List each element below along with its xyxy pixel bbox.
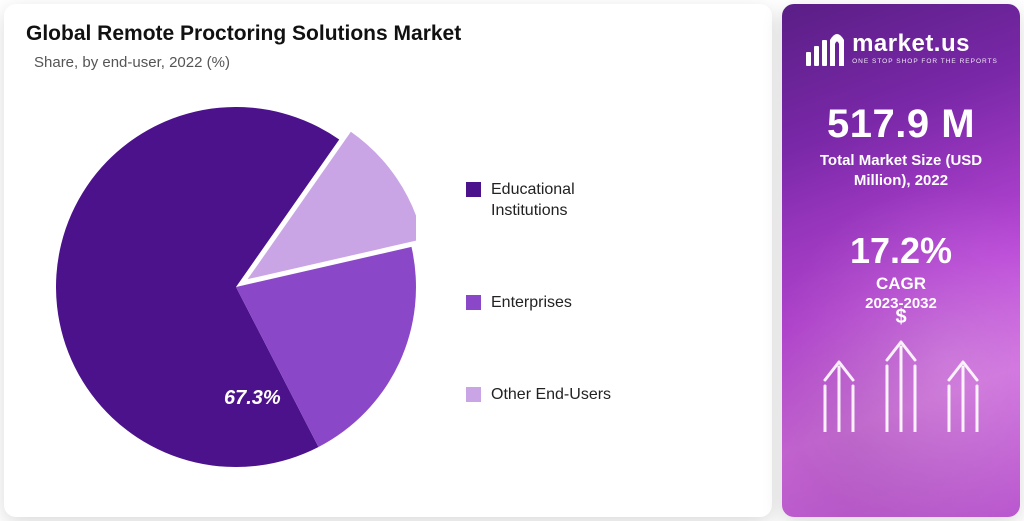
legend-swatch xyxy=(466,387,481,402)
up-arrows-graphic: $ xyxy=(801,312,1001,432)
pie-chart: 67.3% xyxy=(56,107,416,467)
stat-market-size: 517.9 M Total Market Size (USD Million),… xyxy=(796,102,1006,192)
chart-subtitle: Share, by end-user, 2022 (%) xyxy=(34,54,750,71)
chart-area: 67.3% Educational Institutions Enterprise… xyxy=(26,71,750,503)
legend-swatch xyxy=(466,295,481,310)
brand-logo: market.us ONE STOP SHOP FOR THE REPORTS xyxy=(804,32,998,66)
stat-cagr-value: 17.2% xyxy=(850,230,952,272)
stat-market-size-value: 517.9 M xyxy=(796,102,1006,147)
brand-tagline: ONE STOP SHOP FOR THE REPORTS xyxy=(852,59,998,66)
side-panel: market.us ONE STOP SHOP FOR THE REPORTS … xyxy=(782,4,1020,517)
legend-item: Educational Institutions xyxy=(466,179,641,222)
stat-cagr: 17.2% CAGR 2023-2032 xyxy=(850,230,952,312)
chart-panel: Global Remote Proctoring Solutions Marke… xyxy=(4,4,772,517)
pie-highlight-label: 67.3% xyxy=(224,387,281,410)
chart-title: Global Remote Proctoring Solutions Marke… xyxy=(26,22,750,46)
brand-mark-icon xyxy=(804,32,844,66)
dollar-icon: $ xyxy=(895,306,906,329)
stat-market-size-label: Total Market Size (USD Million), 2022 xyxy=(796,151,1006,192)
legend-swatch xyxy=(466,182,481,197)
legend-label: Other End-Users xyxy=(491,384,611,406)
stat-cagr-label1: CAGR xyxy=(850,274,952,294)
brand-name: market.us xyxy=(852,32,970,56)
legend-label: Educational Institutions xyxy=(491,179,641,222)
legend-item: Other End-Users xyxy=(466,384,641,406)
legend-item: Enterprises xyxy=(466,292,641,314)
legend-label: Enterprises xyxy=(491,292,572,314)
legend: Educational Institutions Enterprises Other… xyxy=(466,169,641,405)
